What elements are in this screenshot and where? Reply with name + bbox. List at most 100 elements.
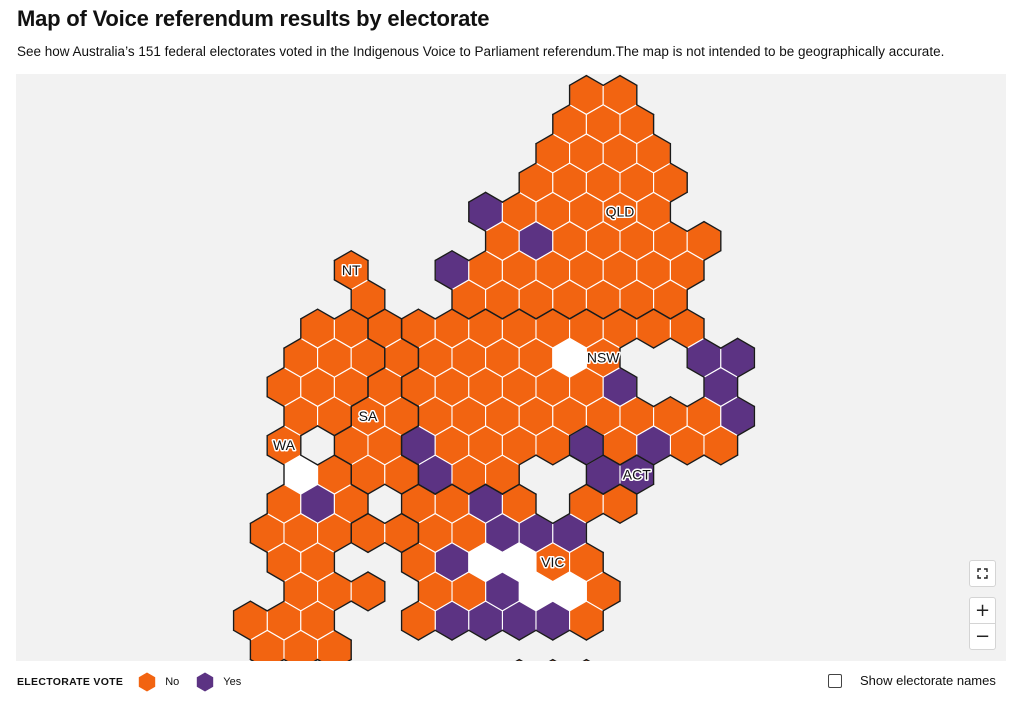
state-border-segment [384, 512, 403, 524]
state-border-segment [535, 454, 554, 466]
state-border-segment [602, 600, 621, 612]
state-border-segment [333, 279, 352, 291]
region-nsw[interactable] [401, 308, 755, 495]
state-border-segment [400, 366, 420, 378]
state-border-segment [468, 308, 487, 320]
state-border-segment [350, 571, 369, 583]
state-border-segment [568, 425, 588, 437]
state-border-segment [501, 629, 520, 641]
state-border-segment [736, 337, 756, 349]
state-border-segment [367, 600, 386, 612]
state-border-segment [266, 483, 285, 495]
state-border-segment [736, 396, 756, 408]
show-names-checkbox[interactable] [828, 673, 842, 688]
state-border-segment [451, 629, 470, 641]
state-border-segment [434, 279, 453, 291]
yes-hex-swatch [197, 672, 214, 692]
state-border-segment [350, 308, 369, 320]
state-border-segment [333, 250, 352, 262]
hex-map-panel[interactable]: QLDNTWASANSWACTVICTAS [16, 74, 1006, 661]
state-border-segment [535, 512, 554, 524]
state-border-segment [552, 658, 557, 661]
state-border-segment [686, 366, 705, 378]
legend: ELECTORATE VOTE No Yes [17, 672, 257, 692]
page-subtitle: See how Australia’s 151 federal electora… [17, 44, 945, 59]
legend-label-yes: Yes [223, 676, 242, 688]
state-border-segment [602, 483, 621, 495]
state-border-segment [669, 220, 688, 233]
state-border-segment [451, 483, 470, 495]
state-border-segment [619, 512, 638, 524]
state-border-segment [249, 512, 268, 524]
state-border-segment [266, 571, 285, 583]
region-vic[interactable] [401, 483, 638, 641]
state-border-segment [636, 396, 655, 408]
state-border-segment [652, 396, 672, 408]
state-label-nt: NT [342, 262, 361, 278]
state-border-segment [350, 512, 369, 524]
region-qld[interactable] [434, 74, 722, 320]
state-border-segment [400, 512, 420, 524]
region-sa[interactable] [333, 308, 419, 554]
state-border-segment [669, 162, 688, 174]
zoom-in-button[interactable]: + [969, 597, 996, 624]
state-border-segment [468, 250, 487, 262]
state-border-segment [367, 512, 386, 524]
legend-item-yes: Yes [195, 672, 241, 692]
state-border-segment [602, 74, 621, 87]
state-label-layer: QLDNTWASANSWACTVICTAS [271, 202, 652, 571]
state-border-segment [350, 542, 369, 554]
state-border-segment [636, 454, 655, 466]
state-label-vic: VIC [541, 554, 564, 570]
fullscreen-button[interactable] [969, 560, 996, 587]
state-border-segment [602, 308, 621, 320]
state-border-segment [585, 658, 591, 661]
state-border-segment [434, 250, 453, 262]
state-border-segment [367, 571, 386, 583]
state-border-segment [400, 629, 420, 641]
state-border-segment [249, 600, 268, 612]
state-border-segment [300, 425, 319, 437]
state-border-segment [400, 337, 420, 349]
state-border-segment [468, 220, 487, 232]
state-border-segment [384, 308, 403, 320]
state-border-segment [333, 308, 352, 320]
state-border-segment [619, 483, 638, 495]
state-border-segment [669, 308, 688, 320]
state-border-segment [535, 133, 554, 145]
state-border-segment [669, 337, 688, 349]
region-nt[interactable] [333, 250, 386, 320]
state-border-segment [400, 396, 420, 408]
state-label-nsw: NSW [587, 350, 620, 366]
show-names-toggle[interactable]: Show electorate names [828, 673, 996, 688]
state-border-segment [585, 629, 604, 641]
state-border-segment [434, 483, 453, 495]
hex-map[interactable]: QLDNTWASANSWACTVICTAS [16, 74, 1006, 661]
state-border-segment [400, 571, 420, 583]
state-border-segment [333, 454, 352, 466]
state-border-segment [333, 425, 352, 437]
state-border-segment [333, 629, 352, 641]
state-border-segment [619, 308, 638, 320]
state-border-segment [367, 308, 386, 320]
state-border-segment [585, 308, 604, 320]
state-border-segment [266, 396, 285, 408]
state-border-segment [585, 454, 604, 466]
state-border-segment [350, 396, 369, 408]
electorate-hex[interactable] [350, 571, 386, 612]
state-border-segment [316, 308, 336, 320]
state-border-segment [703, 249, 722, 262]
state-border-segment [568, 454, 588, 466]
state-border-segment [602, 512, 621, 524]
state-border-segment [552, 308, 571, 320]
state-border-segment [552, 512, 571, 524]
state-border-segment [652, 337, 672, 349]
state-border-segment [619, 74, 638, 87]
zoom-out-button[interactable]: − [969, 623, 996, 650]
state-border-segment [484, 191, 504, 203]
state-border-segment [232, 629, 252, 641]
state-border-segment [582, 658, 588, 661]
hex-layer[interactable] [233, 74, 755, 661]
state-border-segment [602, 571, 621, 583]
state-border-segment [484, 483, 504, 495]
